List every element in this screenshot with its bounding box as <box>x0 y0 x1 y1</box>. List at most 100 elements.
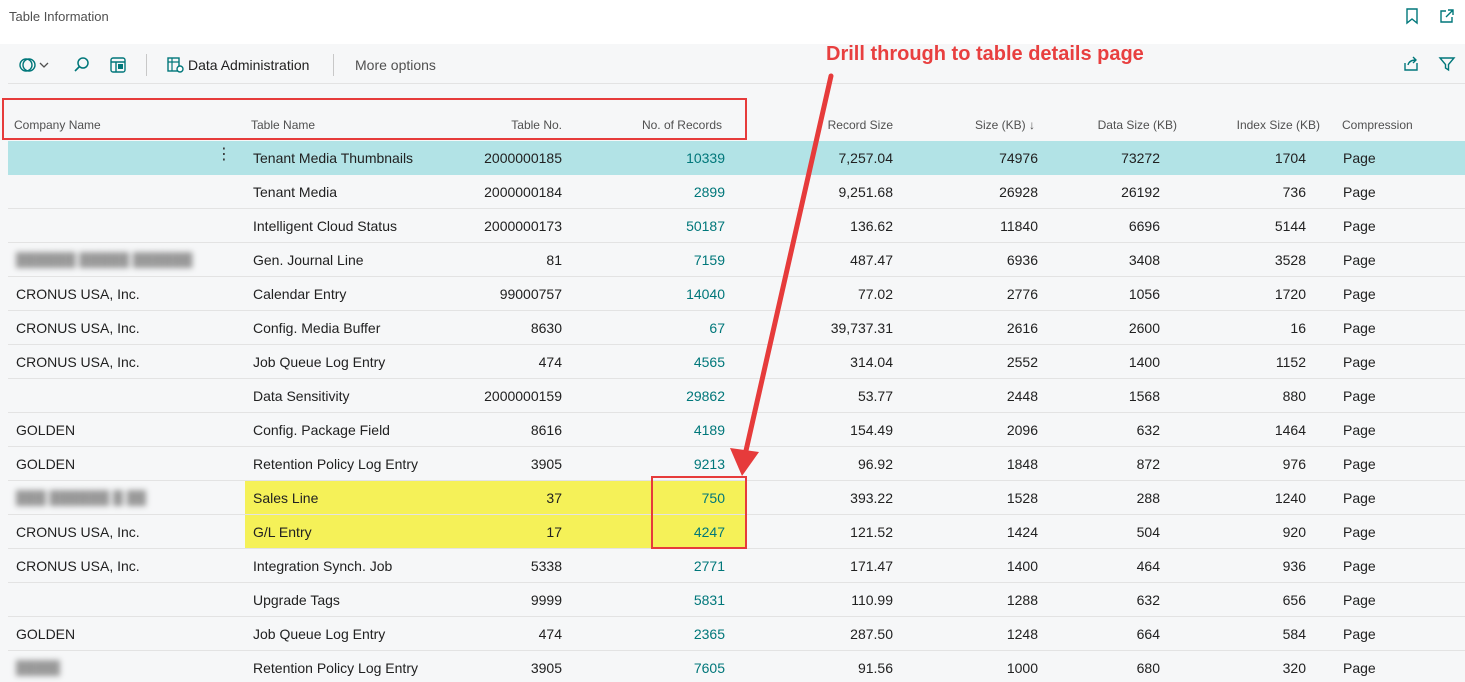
table-row[interactable]: CRONUS USA, Inc. Integration Synch. Job … <box>8 549 1465 583</box>
table-row[interactable]: Intelligent Cloud Status 2000000173 5018… <box>8 209 1465 243</box>
cell-no-of-records-link[interactable]: 4247 <box>693 524 725 540</box>
cell-record-size: 53.77 <box>857 388 893 404</box>
table-row[interactable]: CRONUS USA, Inc. Config. Media Buffer 86… <box>8 311 1465 345</box>
column-header-index-size[interactable]: Index Size (KB) <box>1236 118 1320 132</box>
bookmark-icon[interactable] <box>1403 7 1421 25</box>
cell-index-size: 736 <box>1282 184 1306 200</box>
cell-no-of-records-link[interactable]: 2365 <box>693 626 725 642</box>
cell-compression: Page <box>1343 286 1376 302</box>
cell-compression: Page <box>1343 422 1376 438</box>
analysis-view-icon <box>19 58 36 72</box>
cell-no-of-records-link[interactable]: 10339 <box>686 150 725 166</box>
column-header-data-size[interactable]: Data Size (KB) <box>1097 118 1177 132</box>
highlight-rows <box>245 481 745 549</box>
cell-index-size: 1720 <box>1274 286 1306 302</box>
cell-company-name: CRONUS USA, Inc. <box>16 286 140 302</box>
cell-size-kb: 1248 <box>1006 626 1038 642</box>
cell-no-of-records-link[interactable]: 7159 <box>693 252 725 268</box>
cell-no-of-records-link[interactable]: 14040 <box>686 286 725 302</box>
cell-table-no: 474 <box>538 354 562 370</box>
cell-company-name-redacted: ███ ██████ █ ██ <box>16 490 146 506</box>
more-options-label: More options <box>355 57 436 73</box>
cell-record-size: 91.56 <box>857 660 893 676</box>
data-administration-label: Data Administration <box>188 57 310 73</box>
row-actions-icon[interactable]: ⋮ <box>216 146 232 163</box>
view-options-button[interactable] <box>18 54 50 76</box>
cell-table-name: G/L Entry <box>253 524 312 540</box>
cell-no-of-records-link[interactable]: 2899 <box>693 184 725 200</box>
cell-no-of-records-link[interactable]: 7605 <box>693 660 725 676</box>
cell-company-name: CRONUS USA, Inc. <box>16 524 140 540</box>
cell-data-size: 872 <box>1136 456 1160 472</box>
cell-no-of-records-link[interactable]: 750 <box>701 490 725 506</box>
toolbar-separator <box>333 54 334 76</box>
cell-no-of-records-link[interactable]: 9213 <box>693 456 725 472</box>
cell-table-name: Integration Synch. Job <box>253 558 393 574</box>
cell-record-size: 393.22 <box>850 490 893 506</box>
cell-table-no: 5338 <box>530 558 562 574</box>
cell-compression: Page <box>1343 456 1376 472</box>
cell-table-no: 8616 <box>530 422 562 438</box>
cell-table-no: 8630 <box>530 320 562 336</box>
cell-size-kb: 2096 <box>1006 422 1038 438</box>
column-header-table-no[interactable]: Table No. <box>511 118 562 132</box>
table-row[interactable]: ⋮ Tenant Media Thumbnails 2000000185 103… <box>8 141 1465 175</box>
table-row[interactable]: Data Sensitivity 2000000159 29862 53.77 … <box>8 379 1465 413</box>
cell-no-of-records-link[interactable]: 67 <box>709 320 725 336</box>
search-button[interactable] <box>73 54 91 76</box>
cell-size-kb: 1424 <box>1006 524 1038 540</box>
toolbar-separator <box>146 54 147 76</box>
cell-company-name: GOLDEN <box>16 422 76 438</box>
cell-index-size: 656 <box>1282 592 1306 608</box>
column-header-no-of-records[interactable]: No. of Records <box>641 118 722 132</box>
cell-compression: Page <box>1343 490 1376 506</box>
cell-table-no: 81 <box>546 252 562 268</box>
cell-no-of-records-link[interactable]: 50187 <box>686 218 725 234</box>
column-header-compression[interactable]: Compression <box>1342 118 1413 132</box>
column-header-size-kb[interactable]: Size (KB) ↓ <box>924 118 1035 132</box>
table-row[interactable]: Upgrade Tags 9999 5831 110.99 1288 632 6… <box>8 583 1465 617</box>
table-row[interactable]: █████ Retention Policy Log Entry 3905 76… <box>8 651 1465 682</box>
cell-record-size: 121.52 <box>850 524 893 540</box>
cell-no-of-records-link[interactable]: 5831 <box>693 592 725 608</box>
cell-table-name: Tenant Media Thumbnails <box>253 150 414 166</box>
column-header-record-size[interactable]: Record Size <box>827 118 893 132</box>
cell-index-size: 976 <box>1282 456 1306 472</box>
cell-data-size: 2600 <box>1128 320 1160 336</box>
cell-compression: Page <box>1343 660 1376 676</box>
cell-size-kb: 26928 <box>999 184 1038 200</box>
table-row[interactable]: ███ ██████ █ ██ Sales Line 37 750 393.22… <box>8 481 1465 515</box>
cell-record-size: 96.92 <box>857 456 893 472</box>
edit-list-button[interactable] <box>109 54 127 76</box>
cell-record-size: 154.49 <box>850 422 893 438</box>
cell-record-size: 487.47 <box>850 252 893 268</box>
table-row[interactable]: GOLDEN Config. Package Field 8616 4189 1… <box>8 413 1465 447</box>
cell-data-size: 1568 <box>1128 388 1160 404</box>
table-row[interactable]: GOLDEN Job Queue Log Entry 474 2365 287.… <box>8 617 1465 651</box>
action-bar: Data Administration More options <box>0 44 1465 84</box>
cell-size-kb: 11840 <box>1000 218 1038 234</box>
cell-no-of-records-link[interactable]: 2771 <box>693 558 725 574</box>
cell-record-size: 136.62 <box>850 218 893 234</box>
cell-size-kb: 2448 <box>1006 388 1038 404</box>
table-row[interactable]: ██████ █████ ██████ █ Gen. Journal Line … <box>8 243 1465 277</box>
cell-no-of-records-link[interactable]: 29862 <box>686 388 725 404</box>
share-icon[interactable] <box>1402 55 1420 73</box>
column-header-table-name[interactable]: Table Name <box>251 118 316 132</box>
column-header-company-name[interactable]: Company Name <box>14 118 101 132</box>
cell-size-kb: 2616 <box>1006 320 1038 336</box>
table-row[interactable]: GOLDEN Retention Policy Log Entry 3905 9… <box>8 447 1465 481</box>
filter-icon[interactable] <box>1438 55 1456 73</box>
table-row[interactable]: Tenant Media 2000000184 2899 9,251.68 26… <box>8 175 1465 209</box>
cell-no-of-records-link[interactable]: 4189 <box>693 422 725 438</box>
cell-size-kb: 1288 <box>1006 592 1038 608</box>
more-options-button[interactable]: More options <box>355 54 436 76</box>
data-administration-button[interactable]: Data Administration <box>166 54 309 76</box>
cell-no-of-records-link[interactable]: 4565 <box>693 354 725 370</box>
open-in-new-window-icon[interactable] <box>1438 7 1456 25</box>
cell-record-size: 171.47 <box>850 558 893 574</box>
cell-data-size: 632 <box>1136 422 1160 438</box>
table-row[interactable]: CRONUS USA, Inc. Job Queue Log Entry 474… <box>8 345 1465 379</box>
cell-table-name: Config. Media Buffer <box>253 320 381 336</box>
table-row[interactable]: CRONUS USA, Inc. Calendar Entry 99000757… <box>8 277 1465 311</box>
